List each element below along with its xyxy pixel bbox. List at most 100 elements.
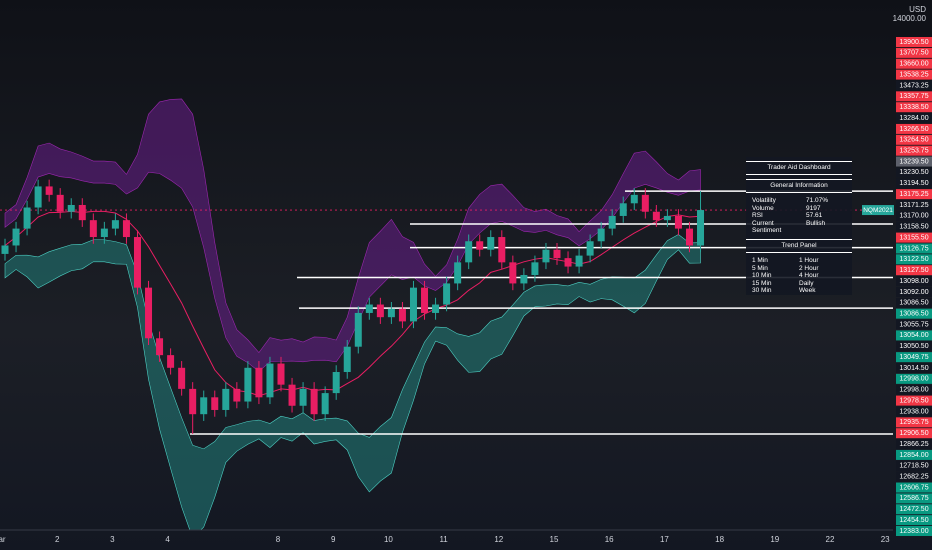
x-tick-label: 11 xyxy=(439,535,448,544)
candle-body xyxy=(531,262,539,275)
price-tag-label: 13055.75 xyxy=(899,321,928,328)
candle-body xyxy=(211,397,219,410)
info-value: 57.61 xyxy=(806,212,823,220)
trend-item: 2 Hour xyxy=(799,264,819,272)
price-tag-label: 12586.75 xyxy=(899,495,928,502)
price-tag-label: 13127.50 xyxy=(899,267,928,274)
trend-item: Week xyxy=(799,287,816,295)
candle-body xyxy=(34,186,42,208)
price-tag-label: 12454.50 xyxy=(899,517,928,524)
price-tag-label: 13170.00 xyxy=(899,213,928,220)
price-tag-label: 13253.75 xyxy=(899,148,928,155)
candle-body xyxy=(45,186,53,195)
candle-body xyxy=(200,397,208,415)
trend-header: Trend Panel xyxy=(746,238,852,253)
candle-body xyxy=(133,237,141,288)
candle-body xyxy=(387,308,395,318)
price-tag xyxy=(896,37,932,47)
trend-item: 5 Min xyxy=(752,264,768,272)
candle-body xyxy=(299,388,307,406)
trend-item: 1 Hour xyxy=(799,256,819,264)
info-row: RSI 57.61 xyxy=(746,212,852,220)
x-tick-label: 10 xyxy=(384,535,393,544)
trend-item: Daily xyxy=(799,279,814,287)
price-tag-label: 13338.50 xyxy=(899,104,928,111)
price-tag xyxy=(896,178,932,189)
price-tag xyxy=(896,352,932,363)
candle-body xyxy=(443,283,451,305)
price-tag-label: 13171.25 xyxy=(899,202,928,209)
candle-body xyxy=(476,241,484,250)
price-tag xyxy=(896,69,932,80)
price-tag xyxy=(896,145,932,156)
price-tag-label: 12978.50 xyxy=(899,397,928,404)
x-tick-label: 23 xyxy=(881,535,890,544)
price-tag-label: 13538.25 xyxy=(899,71,928,78)
candle-body xyxy=(78,204,86,221)
price-tag xyxy=(896,200,932,210)
price-tag-label: 13357.75 xyxy=(899,93,928,100)
price-tag-label: 13284.00 xyxy=(899,115,928,122)
info-label: Current Sentiment xyxy=(752,219,782,235)
dashboard: Trader Aid Dashboard General Information… xyxy=(746,157,852,295)
price-tag xyxy=(896,384,932,395)
mid-line xyxy=(4,210,701,397)
candle-body xyxy=(564,258,572,267)
x-tick-label: 4 xyxy=(165,535,170,544)
price-tag-label: 13707.50 xyxy=(899,50,928,57)
candle-body xyxy=(674,215,682,229)
trend-item: 1 Min xyxy=(752,256,768,264)
candle-body xyxy=(1,245,9,254)
price-tag xyxy=(896,439,932,450)
price-tag xyxy=(896,243,932,254)
price-tag-label: 12935.75 xyxy=(899,419,928,426)
candle-body xyxy=(189,388,197,415)
price-tag xyxy=(896,515,932,526)
price-tag-label: 13049.75 xyxy=(899,354,928,361)
candle-body xyxy=(178,367,186,389)
candle-body xyxy=(542,249,550,263)
price-tag-label: 13014.50 xyxy=(899,365,928,372)
price-tag-label: 12383.00 xyxy=(899,528,928,535)
price-tag xyxy=(896,428,932,439)
price-tag-label: 13264.50 xyxy=(899,137,928,144)
price-tag xyxy=(896,276,932,287)
price-tag xyxy=(896,189,932,200)
price-tag xyxy=(896,254,932,265)
candle-body xyxy=(421,287,429,313)
candle-body xyxy=(111,220,119,229)
price-tag-label: 12854.00 xyxy=(899,452,928,459)
candle-body xyxy=(332,372,340,394)
candle-body xyxy=(553,249,561,259)
x-tick-label: 17 xyxy=(660,535,669,544)
price-tag xyxy=(896,319,932,330)
candle-body xyxy=(167,355,175,368)
candle-body xyxy=(100,228,108,238)
price-tag xyxy=(896,113,932,124)
price-tag-label: 13230.50 xyxy=(899,169,928,176)
price-tag-label: 13098.00 xyxy=(899,278,928,285)
candle-body xyxy=(685,228,693,246)
x-tick-label: ar xyxy=(0,535,6,544)
candle-body xyxy=(487,237,495,250)
price-tag-label: 13266.50 xyxy=(899,126,928,133)
price-tag-label: 13473.25 xyxy=(899,82,928,89)
candle-body xyxy=(255,367,263,398)
price-tag xyxy=(896,58,932,69)
price-tag xyxy=(896,221,932,232)
x-tick-label: 2 xyxy=(55,535,60,544)
candle-body xyxy=(321,393,329,415)
candle-body xyxy=(365,304,373,313)
info-row: Volume 9197 xyxy=(746,205,852,213)
info-label: Volume xyxy=(752,204,774,212)
price-tag-label: 13086.50 xyxy=(899,300,928,307)
price-tag xyxy=(896,493,932,504)
candle-body xyxy=(498,237,506,263)
price-tag xyxy=(896,210,932,221)
trend-item: 10 Min xyxy=(752,272,772,280)
info-label: Volatility xyxy=(752,197,776,204)
price-tag xyxy=(896,471,932,482)
candle-body xyxy=(575,255,583,267)
candle-body xyxy=(354,312,362,347)
